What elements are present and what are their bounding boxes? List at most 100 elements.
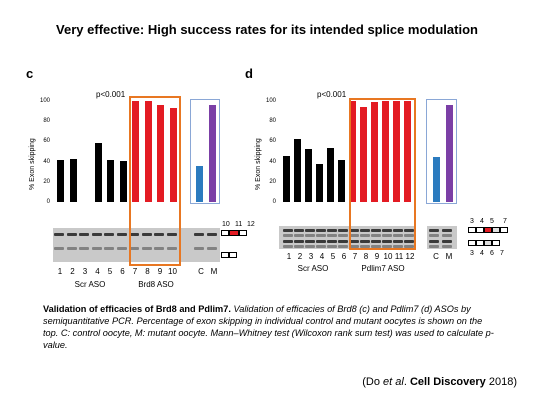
bar	[119, 160, 127, 202]
highlight-box-aso	[129, 96, 181, 266]
lane-label: 7	[352, 252, 358, 261]
gel-band	[429, 234, 439, 237]
lane-label: 1	[57, 267, 63, 276]
gel-band	[442, 245, 452, 248]
bar	[316, 163, 323, 202]
citation: (Do et al. Cell Discovery 2018)	[362, 376, 517, 388]
control-mutant-plot	[427, 101, 457, 202]
exon-label: 5	[490, 218, 494, 225]
bar	[327, 148, 334, 202]
bar	[107, 159, 114, 202]
gel-band	[294, 229, 304, 232]
gel-band	[316, 234, 326, 237]
bar	[169, 108, 177, 202]
exon-label: 10	[222, 221, 230, 228]
gel-band	[194, 233, 204, 236]
gel-band	[305, 245, 315, 248]
bar	[360, 107, 367, 202]
gel-band	[283, 234, 293, 237]
exon-schematic-skipped	[221, 252, 237, 258]
bar-plot	[279, 101, 416, 202]
panel-letter: d	[245, 66, 253, 81]
lane-label: 4	[95, 267, 100, 276]
gel-band	[194, 247, 204, 250]
gel-band	[327, 229, 337, 232]
bar	[94, 143, 102, 202]
bar	[157, 105, 164, 202]
y-tick-label: 80	[43, 118, 50, 125]
gel-band	[327, 245, 337, 248]
lane-label: 9	[157, 267, 163, 276]
exon-schematic-full	[468, 227, 508, 233]
gel-band	[338, 234, 348, 237]
gel-band	[382, 245, 392, 248]
exon-label: 11	[235, 221, 243, 228]
lane-label: 3	[82, 267, 88, 276]
lane-label: 6	[341, 252, 347, 261]
lane-label: 6	[120, 267, 125, 276]
gel-band	[316, 229, 326, 232]
slide-title: Very effective: High success rates for i…	[56, 22, 478, 37]
lane-label: 9	[374, 252, 380, 261]
control-mutant-plot	[190, 101, 220, 202]
y-tick-label: 0	[46, 199, 50, 205]
bar	[283, 155, 290, 202]
gel-band	[294, 234, 304, 237]
y-tick-label: 40	[43, 158, 50, 165]
gel-band	[327, 240, 337, 243]
gel-band	[305, 240, 315, 243]
gel-band	[104, 233, 114, 236]
gel-band	[442, 240, 452, 243]
group-label-aso: Pdlim7 ASO	[361, 264, 405, 273]
y-axis-label: % Exon skipping	[29, 138, 36, 190]
exon-label: 4	[480, 250, 484, 257]
gel-band	[66, 233, 77, 236]
gel-band	[207, 247, 217, 250]
group-label-aso: Brd8 ASO	[138, 280, 174, 289]
gel-band	[360, 234, 370, 237]
y-tick-label: 40	[269, 158, 276, 165]
gel-band	[442, 234, 452, 237]
gel-band	[404, 245, 414, 248]
gel-band	[116, 247, 127, 250]
gel-band	[283, 245, 293, 248]
gel-band	[404, 240, 414, 243]
y-tick-label: 60	[269, 138, 276, 145]
gel-band	[154, 233, 164, 236]
lane-label: 11	[394, 252, 404, 261]
gel-band	[327, 234, 337, 237]
lane-label: C	[433, 252, 439, 261]
citation-open: (Do	[362, 376, 384, 388]
gel-band	[166, 233, 177, 236]
bar	[338, 159, 345, 202]
exon-label: 7	[500, 250, 504, 257]
bar	[433, 156, 440, 202]
gel-band	[207, 233, 217, 236]
gel-band	[54, 247, 64, 250]
p-value: p<0.001	[96, 90, 126, 99]
bar	[371, 102, 378, 202]
lane-label: 2	[70, 267, 75, 276]
y-tick-label: 100	[265, 98, 276, 104]
bar	[209, 105, 216, 202]
gel-band	[338, 229, 348, 232]
bar	[294, 139, 301, 202]
exon-label: 4	[480, 218, 484, 225]
lane-label: 8	[145, 267, 150, 276]
y-tick-label: 20	[43, 178, 50, 185]
bar-plot	[53, 101, 193, 202]
exon-label: 7	[503, 218, 507, 225]
gel-band	[404, 234, 414, 237]
exon-schematic-full	[221, 230, 247, 236]
bar	[132, 101, 139, 202]
gel-band	[305, 229, 315, 232]
gel-band	[141, 247, 152, 250]
gel-band	[91, 247, 102, 250]
gel-band	[283, 229, 293, 232]
gel-band	[360, 245, 370, 248]
lane-label: 10	[383, 252, 393, 261]
gel-band	[66, 247, 77, 250]
gel-band	[393, 240, 403, 243]
gel-band	[54, 233, 64, 236]
p-value: p<0.001	[317, 90, 347, 99]
